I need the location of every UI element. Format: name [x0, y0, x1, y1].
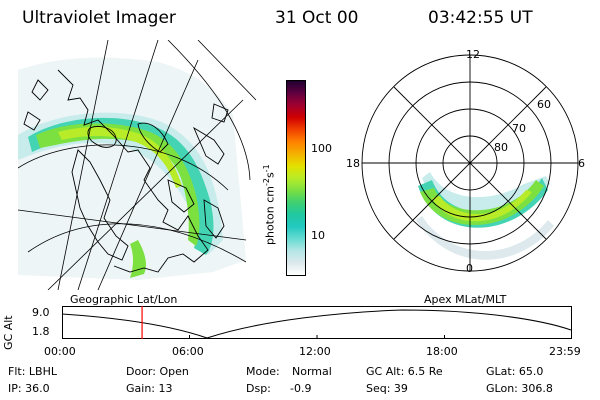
seq-label: Seq: 39 [366, 382, 408, 395]
polar-grid [361, 54, 579, 272]
timeline-plot [62, 306, 572, 339]
app-title: Ultraviolet Imager [22, 8, 176, 28]
geographic-panel-label: Geographic Lat/Lon [70, 293, 178, 306]
mlat-label-70: 70 [512, 122, 526, 135]
timeline-tick-4: 23:59 [549, 345, 581, 358]
colorbar-units-label: photon cm-2s-1 [262, 164, 277, 245]
door-label: Door: Open [126, 365, 189, 378]
gc-alt-label: GC Alt: 6.5 Re [366, 365, 443, 378]
flt-label: Flt: LBHL [8, 365, 57, 378]
timeline-ticks [62, 335, 572, 339]
units-mid: s [263, 172, 277, 179]
mlt-label-0: 0 [466, 262, 473, 275]
timeline-y-high: 9.0 [32, 306, 50, 319]
geographic-auroral-image [18, 40, 257, 290]
ip-label: IP: 36.0 [8, 382, 50, 395]
polar-mlt-plot [361, 54, 579, 272]
gain-label: Gain: 13 [126, 382, 173, 395]
dsp-label: Dsp: [246, 382, 271, 395]
timeline-tick-2: 12:00 [299, 345, 331, 358]
apex-panel-label: Apex MLat/MLT [424, 293, 507, 306]
glat-label: GLat: 65.0 [486, 365, 544, 378]
colorbar [286, 80, 306, 276]
time-label: 03:42:55 UT [428, 8, 533, 28]
colorbar-tick-high: 100 [311, 142, 332, 155]
mode-value: Normal [292, 365, 332, 378]
timeline-ylabel: GC Alt [2, 315, 15, 350]
mode-label: Mode: [246, 365, 280, 378]
timeline-tick-1: 06:00 [172, 345, 204, 358]
units-sup2: -1 [262, 164, 271, 173]
colorbar-tick-low: 10 [311, 229, 325, 242]
mlat-label-60: 60 [537, 98, 551, 111]
dsp-value: -0.9 [290, 382, 312, 395]
gc-alt-curve [62, 309, 572, 339]
glon-label: GLon: 306.8 [486, 382, 553, 395]
mlat-label-80: 80 [494, 141, 508, 154]
units-base: photon cm [263, 186, 277, 245]
timeline-tick-0: 00:00 [44, 345, 76, 358]
mlt-label-12: 12 [466, 48, 480, 61]
units-sup1: -2 [262, 178, 271, 187]
mlt-label-18: 18 [346, 157, 360, 170]
date-label: 31 Oct 00 [275, 8, 359, 28]
timeline-tick-3: 18:00 [426, 345, 458, 358]
colorbar-gradient [287, 81, 305, 275]
geo-grid [18, 40, 257, 290]
coastlines [23, 69, 229, 273]
timeline-y-low: 1.8 [32, 325, 50, 338]
mlt-label-6: 6 [578, 157, 585, 170]
